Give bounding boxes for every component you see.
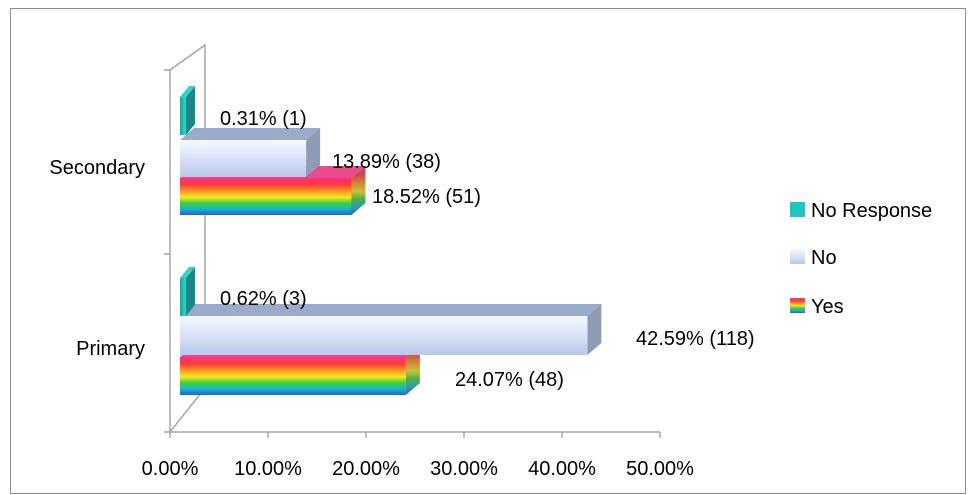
legend-label: No (811, 247, 837, 269)
x-tick-label: 20.00% (332, 458, 400, 480)
x-tick-label: 10.00% (234, 458, 302, 480)
bar-front-face (180, 178, 352, 215)
category-label: Primary (76, 338, 145, 360)
bar-top-face (180, 267, 195, 278)
bar-side-face (306, 128, 321, 177)
data-label: 13.89% (38) (332, 151, 441, 173)
bar-side-face (587, 304, 602, 355)
bar-top-face (180, 304, 602, 316)
category-label: Secondary (49, 157, 145, 179)
chart-frame (10, 8, 966, 494)
bar-secondary-no (180, 128, 321, 177)
data-labels: 24.07% (48) 42.59% (118) 0.62% (3) 18.52% (… (220, 108, 755, 391)
data-label: 0.62% (3) (220, 288, 307, 310)
legend-label: Yes (811, 296, 844, 318)
data-label: 0.31% (1) (220, 108, 307, 130)
data-label: 18.52% (51) (372, 186, 481, 208)
bar-side-face (186, 86, 195, 135)
x-tick-label: 40.00% (528, 458, 596, 480)
bar-primary-no (180, 304, 602, 355)
side-wall (169, 43, 206, 435)
legend-swatch (790, 249, 805, 264)
bar-front-face (180, 97, 186, 135)
x-tick-label: 30.00% (430, 458, 498, 480)
axes: 0.00% 10.00% 20.00% 30.00% 40.00% 50.00% Prima… (49, 43, 694, 480)
legend-swatch (790, 298, 805, 313)
bar-top-face (180, 86, 195, 97)
legend-label: No Response (811, 200, 932, 222)
x-tick-label: 50.00% (626, 458, 694, 480)
legend-item-no: No (790, 247, 837, 269)
bar-side-face (186, 267, 195, 316)
legend-item-no-response: No Response (790, 200, 932, 222)
bar-front-face (180, 357, 406, 395)
bar-side-face (351, 166, 366, 215)
bar-front-face (180, 278, 186, 316)
bar-primary-no-response (180, 267, 195, 316)
bar-secondary-no-response (180, 86, 195, 135)
bar-side-shade (405, 345, 420, 395)
data-label: 42.59% (118) (636, 328, 755, 350)
legend: Yes No No Response (790, 200, 932, 318)
bars (180, 86, 602, 395)
legend-swatch (790, 202, 805, 217)
bar-side-shade (351, 166, 366, 215)
bar-side-face (405, 345, 420, 395)
data-label: 24.07% (48) (455, 369, 564, 391)
legend-item-yes: Yes (790, 296, 844, 318)
bar-front-face (180, 316, 588, 355)
bar-top-face (180, 128, 321, 140)
bar-front-face (180, 140, 307, 177)
x-tick-label: 0.00% (142, 458, 199, 480)
